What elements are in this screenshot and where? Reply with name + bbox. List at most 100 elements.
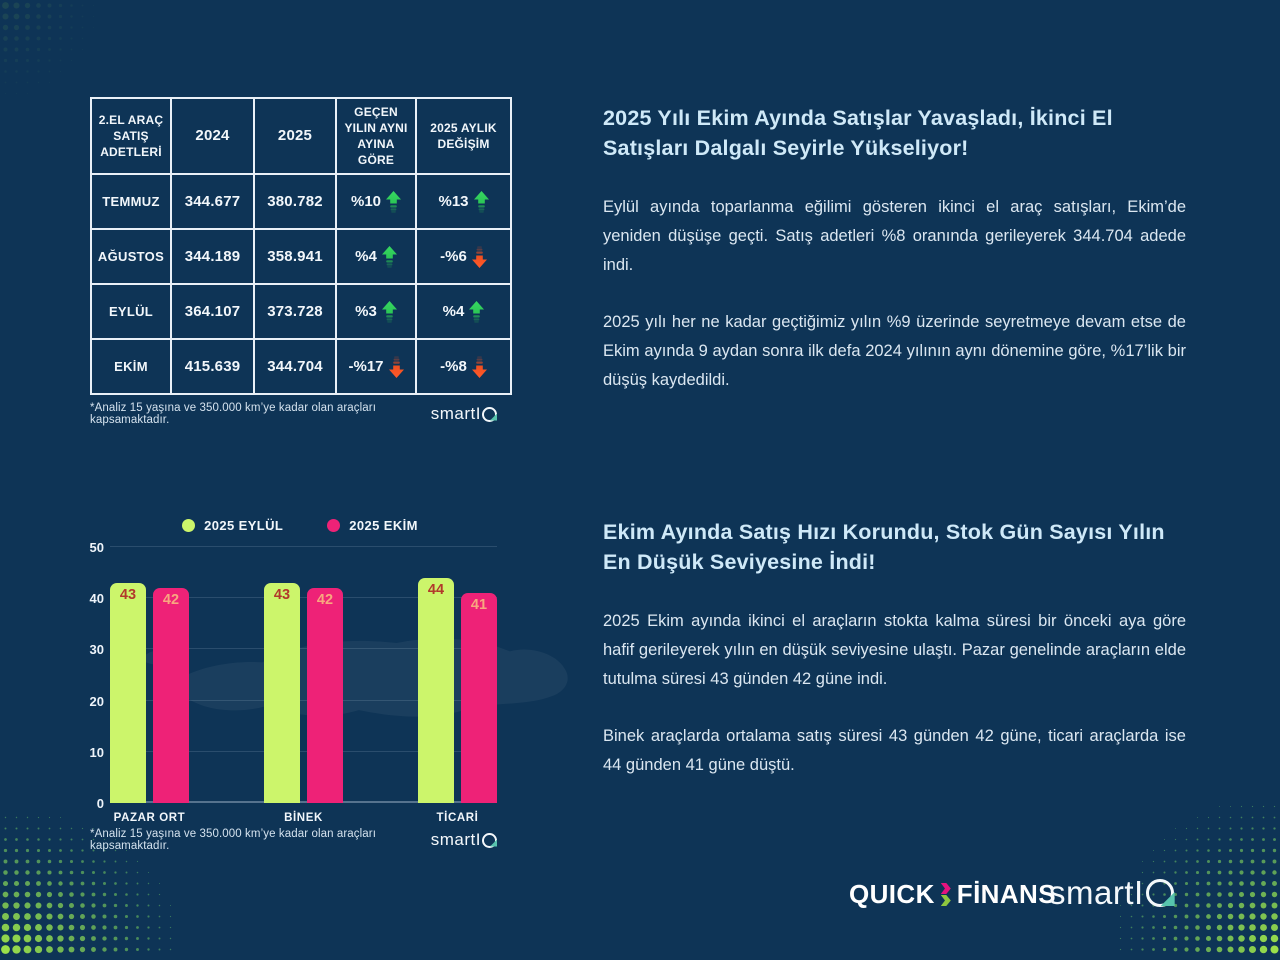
col-header-2025: 2025	[253, 97, 337, 175]
quickfinans-logo: QUICK FİNANS	[849, 879, 1056, 910]
section-paragraph: Binek araçlarda ortalama satış süresi 43…	[603, 727, 1186, 775]
col-header-yoy: GEÇEN YILIN AYNI AYINA GÖRE	[335, 97, 417, 175]
mom-cell: %13	[415, 173, 512, 230]
y-tick-label: 50	[89, 540, 104, 555]
yoy-value: -%17	[348, 358, 384, 375]
col-header-metric: 2.EL ARAÇ SATIŞ ADETLERİ	[90, 97, 172, 175]
month-cell: EYLÜL	[90, 283, 172, 340]
yoy-cell: %4	[335, 228, 417, 285]
section-title: 2025 Yılı Ekim Ayında Satışlar Yavaşladı…	[603, 106, 1113, 160]
mom-cell: -%8	[415, 338, 512, 395]
yoy-cell: -%17	[335, 338, 417, 395]
bar-group: 43 42 BİNEK	[264, 582, 343, 824]
stock-days-chart: 2025 EYLÜL 2025 EKİM 0 10 20 30 40 50 43 42 PAZAR…	[88, 518, 512, 824]
bar-value-label: 42	[316, 591, 334, 608]
quickfinans-finans-text: FİNANS	[956, 879, 1056, 909]
yoy-value: %10	[350, 193, 382, 210]
legend-item: 2025 EYLÜL	[182, 518, 283, 533]
y-tick-label: 30	[89, 642, 104, 658]
smartiq-logo: smart I	[1049, 874, 1175, 912]
y-tick-label: 10	[89, 744, 104, 760]
bar-group: 43 42 PAZAR ORT	[110, 582, 189, 824]
section-paragraph: Eylül ayında toparlanma eğilimi gösteren…	[603, 198, 1186, 275]
month-cell: TEMMUZ	[90, 173, 172, 230]
chart-plot: 0 10 20 30 40 50 43 42 PAZAR ORT 43 42 BİNEK 44 41 TİC…	[90, 540, 497, 824]
mom-value: -%6	[440, 248, 467, 265]
bar: 41	[461, 593, 497, 803]
bar-group: 44 41 TİCARİ	[418, 577, 497, 824]
section-paragraph: 2025 yılı her ne kadar geçtiğimiz yılın …	[603, 313, 1186, 390]
bar: 44	[418, 577, 454, 803]
bar-value-label: 44	[427, 581, 445, 598]
section-stock-days: Ekim Ayında Satış Hızı Korundu, Stok Gün…	[603, 518, 1186, 808]
month-cell: EKİM	[90, 338, 172, 395]
table-footnote: *Analiz 15 yaşına ve 350.000 km’ye kadar…	[90, 402, 497, 426]
trend-arrow-icon	[471, 355, 487, 378]
table-row: EYLÜL 364.107 373.728 %3 %4	[90, 283, 512, 340]
value-2024-cell: 364.107	[170, 283, 255, 340]
gridline	[110, 597, 497, 599]
section-title: Ekim Ayında Satış Hızı Korundu, Stok Gün…	[603, 520, 1165, 574]
value-2025-cell: 373.728	[253, 283, 337, 340]
trend-arrow-icon	[381, 245, 397, 268]
mom-cell: -%6	[415, 228, 512, 285]
chart-footnote-text: *Analiz 15 yaşına ve 350.000 km’ye kadar…	[90, 828, 377, 852]
trend-arrow-icon	[381, 300, 397, 323]
yoy-cell: %10	[335, 173, 417, 230]
table-row: TEMMUZ 344.677 380.782 %10 %13	[90, 173, 512, 230]
bar-value-label: 42	[162, 591, 180, 608]
gridline	[110, 648, 497, 650]
yoy-value: %3	[355, 303, 377, 320]
category-label: BİNEK	[284, 812, 323, 824]
trend-arrow-icon	[471, 245, 487, 268]
smartiq-logo: smart I	[431, 830, 497, 850]
trend-arrow-icon	[473, 190, 489, 213]
bar-value-label: 41	[470, 597, 488, 614]
smartiq-arrow-icon	[490, 839, 497, 847]
halftone-dots-top-left	[0, 0, 99, 104]
section-sales-slowdown: 2025 Yılı Ekim Ayında Satışlar Yavaşladı…	[603, 104, 1186, 424]
mom-value: -%8	[440, 358, 467, 375]
quickfinans-separator-icon	[940, 883, 951, 906]
mom-value: %13	[438, 193, 469, 210]
legend-dot-icon	[182, 519, 196, 532]
smartiq-arrow-icon	[1160, 892, 1175, 906]
smartiq-q-icon	[482, 406, 497, 422]
footer-smartiq: smart I	[1049, 874, 1175, 912]
bar-value-label: 43	[273, 586, 291, 603]
gridline	[110, 699, 497, 701]
y-tick-label: 0	[96, 796, 104, 811]
mom-value: %4	[442, 303, 465, 320]
col-header-2024: 2024	[170, 97, 255, 175]
month-cell: AĞUSTOS	[90, 228, 172, 285]
table-row: EKİM 415.639 344.704 -%17 -%8	[90, 338, 512, 395]
smartiq-q-icon	[1145, 879, 1175, 907]
chart-legend: 2025 EYLÜL 2025 EKİM	[88, 518, 512, 533]
quickfinans-quick-text: QUICK	[849, 879, 935, 909]
smartiq-arrow-icon	[490, 413, 497, 421]
chart-footnote: *Analiz 15 yaşına ve 350.000 km’ye kadar…	[90, 828, 497, 852]
value-2024-cell: 415.639	[170, 338, 255, 395]
trend-arrow-icon	[388, 355, 404, 378]
category-label: TİCARİ	[436, 812, 479, 824]
trend-arrow-icon	[386, 190, 402, 213]
sales-table: 2.EL ARAÇ SATIŞ ADETLERİ 2024 2025 GEÇEN…	[90, 97, 512, 395]
mom-cell: %4	[415, 283, 512, 340]
table-row: AĞUSTOS 344.189 358.941 %4 -%6	[90, 228, 512, 285]
legend-item: 2025 EKİM	[327, 518, 418, 533]
yoy-cell: %3	[335, 283, 417, 340]
col-header-mom: 2025 AYLIK DEĞİŞİM	[415, 97, 512, 175]
smartiq-logo: smart I	[431, 404, 497, 424]
y-tick-label: 40	[89, 591, 104, 607]
value-2025-cell: 344.704	[253, 338, 337, 395]
x-axis-baseline	[110, 801, 497, 803]
y-tick-label: 20	[89, 693, 104, 709]
bar-value-label: 43	[119, 586, 137, 603]
smartiq-q-icon	[482, 832, 497, 848]
section-paragraph: 2025 Ekim ayında ikinci el araçların sto…	[603, 612, 1186, 689]
bar-groups: 43 42 PAZAR ORT 43 42 BİNEK 44 41 TİCARİ	[110, 547, 497, 824]
bar: 42	[153, 587, 189, 803]
gridline	[110, 546, 497, 547]
gridline	[110, 750, 497, 752]
